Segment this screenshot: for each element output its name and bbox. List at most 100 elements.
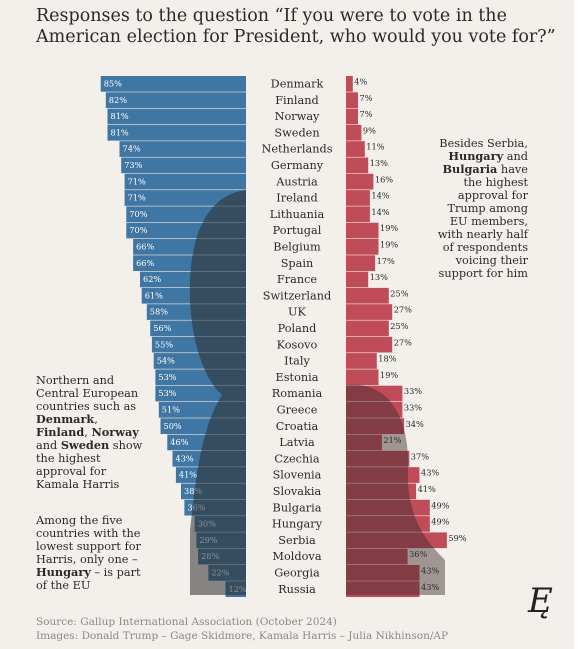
trump-bar <box>346 581 420 597</box>
country-label: Slovakia <box>273 485 322 498</box>
country-label: Netherlands <box>261 143 332 156</box>
trump-value-label: 17% <box>377 256 395 266</box>
annotation-trump-eu: Besides Serbia, Hungary and Bulgaria hav… <box>432 137 528 280</box>
country-label: Denmark <box>271 78 324 91</box>
harris-value-label: 81% <box>111 127 129 137</box>
harris-value-label: 66% <box>136 242 154 252</box>
trump-value-label: 4% <box>354 77 367 87</box>
trump-value-label: 37% <box>411 451 429 461</box>
trump-bar <box>346 385 403 402</box>
harris-bar <box>107 108 246 125</box>
harris-value-label: 85% <box>104 79 122 89</box>
country-label: Lithuania <box>270 208 325 221</box>
trump-value-label: 33% <box>404 403 422 413</box>
trump-bar <box>346 287 389 304</box>
chart-title: Responses to the question “If you were t… <box>36 6 556 47</box>
trump-value-label: 27% <box>394 337 412 347</box>
trump-value-label: 27% <box>394 305 412 315</box>
country-label: Portugal <box>273 224 322 237</box>
trump-value-label: 11% <box>366 142 384 152</box>
trump-value-label: 43% <box>421 468 439 478</box>
trump-bar <box>346 565 420 581</box>
harris-value-label: 53% <box>158 388 176 398</box>
trump-value-label: 19% <box>380 370 398 380</box>
country-label: Georgia <box>274 567 320 580</box>
trump-value-label: 34% <box>406 419 424 429</box>
harris-value-label: 55% <box>155 339 173 349</box>
annotation-text: Besides Serbia, <box>439 137 528 150</box>
country-label: Poland <box>278 322 317 335</box>
trump-value-label: 18% <box>378 354 396 364</box>
trump-bar <box>346 190 370 206</box>
trump-bar <box>346 483 417 500</box>
trump-value-label: 21% <box>383 435 401 445</box>
trump-value-label: 59% <box>448 533 466 543</box>
trump-bar <box>346 239 379 255</box>
trump-bar <box>346 353 377 369</box>
source-credits: Source: Gallup International Association… <box>36 615 448 643</box>
harris-photo-silhouette <box>189 190 246 595</box>
annotation-text: and <box>503 150 528 163</box>
annotation-text: , <box>84 426 92 439</box>
trump-value-label: 13% <box>370 158 388 168</box>
harris-bar <box>100 76 246 92</box>
trump-value-label: 43% <box>421 566 439 576</box>
harris-value-label: 50% <box>164 421 182 431</box>
country-label: Serbia <box>278 534 316 547</box>
annotation-harris-lowest: Among the five countries with the lowest… <box>36 514 154 592</box>
harris-bar <box>124 173 246 190</box>
source-line: Source: Gallup International Association… <box>36 616 337 628</box>
trump-value-label: 49% <box>431 517 449 527</box>
annotation-text: Among the five countries with the lowest… <box>36 514 141 566</box>
trump-value-label: 49% <box>431 500 449 510</box>
trump-bar <box>346 124 362 141</box>
trump-bar <box>346 92 358 108</box>
country-label: Latvia <box>279 436 315 449</box>
trump-bar <box>346 336 393 353</box>
annotation-harris-highest: Northern and Central European countries … <box>36 374 151 491</box>
country-label: Kosovo <box>277 338 318 351</box>
trump-value-label: 13% <box>370 272 388 282</box>
trump-bar <box>346 450 410 467</box>
harris-value-label: 54% <box>157 356 175 366</box>
harris-bar <box>124 190 246 206</box>
trump-bar <box>346 304 393 320</box>
trump-bar <box>346 271 369 288</box>
trump-bar <box>346 402 403 418</box>
trump-bar <box>346 369 379 386</box>
trump-value-label: 7% <box>360 93 373 103</box>
harris-bar <box>121 157 246 174</box>
trump-bar <box>346 532 447 549</box>
trump-value-label: 25% <box>390 288 408 298</box>
country-label: Spain <box>281 257 314 270</box>
harris-value-label: 70% <box>129 209 147 219</box>
trump-value-label: 14% <box>371 191 389 201</box>
trump-bar <box>346 108 358 125</box>
trump-bar <box>346 516 430 532</box>
country-label: Italy <box>284 355 310 368</box>
harris-value-label: 46% <box>170 437 188 447</box>
country-label: Romania <box>272 387 323 400</box>
trump-value-label: 43% <box>421 582 439 592</box>
annotation-text: , <box>94 413 98 426</box>
publisher-logo: Ę <box>528 581 553 621</box>
country-label: Russia <box>278 583 316 596</box>
country-label: France <box>277 273 318 286</box>
trump-value-label: 19% <box>380 240 398 250</box>
country-label: Bulgaria <box>273 501 322 514</box>
trump-bar <box>346 206 370 223</box>
annotation-highlight: Sweden <box>60 438 110 452</box>
harris-value-label: 53% <box>158 372 176 382</box>
trump-bar <box>346 434 382 451</box>
harris-value-label: 62% <box>143 274 161 284</box>
annotation-text: Northern and Central European countries … <box>36 374 139 413</box>
trump-bar <box>346 222 379 239</box>
trump-bar <box>346 418 405 434</box>
harris-value-label: 70% <box>129 225 147 235</box>
country-label: Ireland <box>276 192 317 205</box>
country-label: UK <box>288 306 307 319</box>
trump-value-label: 41% <box>418 484 436 494</box>
trump-bar <box>346 157 369 174</box>
annotation-highlight: Hungary <box>36 565 91 579</box>
